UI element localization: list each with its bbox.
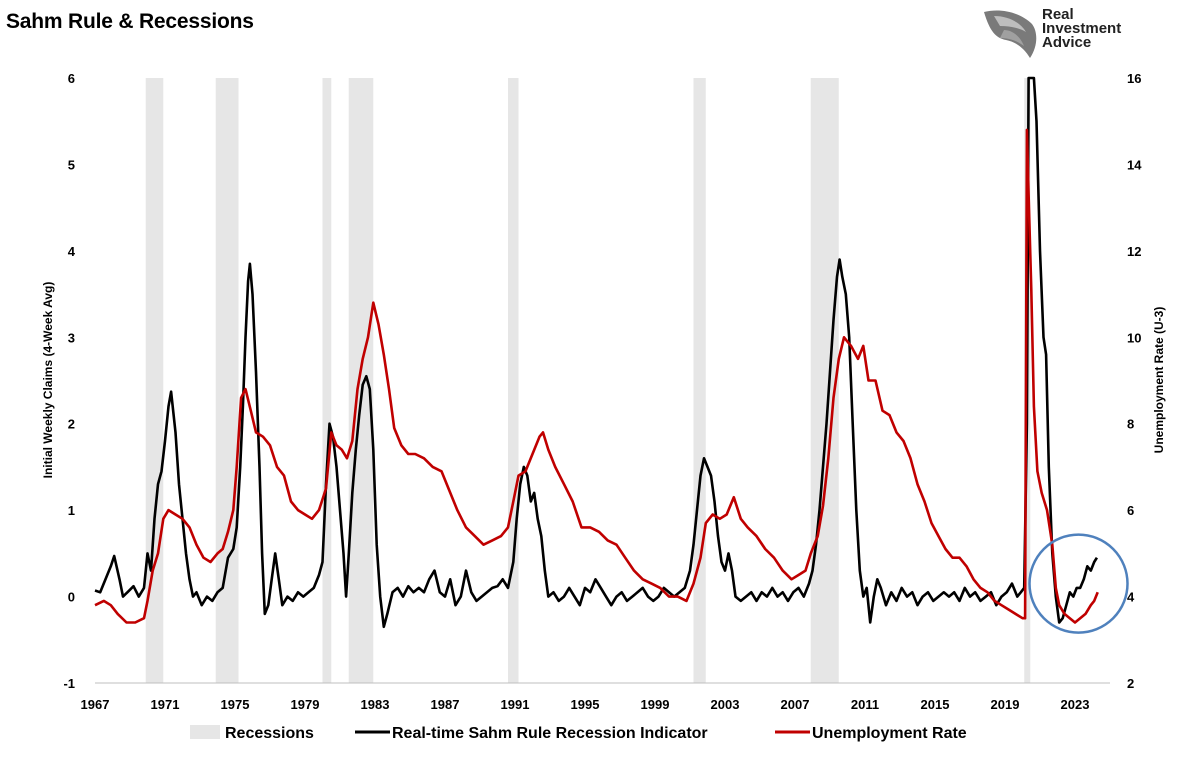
x-tick-label: 2015: [921, 697, 950, 712]
left-axis-title: Initial Weekly Claims (4-Week Avg): [41, 282, 55, 479]
x-axis-ticks: 1967 1971 1975 1979 1983 1987 1991 1995 1999 2003…: [81, 697, 1090, 712]
x-tick-label: 2007: [781, 697, 810, 712]
left-tick-label: 1: [68, 503, 75, 518]
x-tick-label: 1999: [641, 697, 670, 712]
series-line-sahm: [94, 76, 1099, 629]
x-tick-label: 2019: [991, 697, 1020, 712]
x-tick-label: 1979: [291, 697, 320, 712]
recession-band: [810, 78, 839, 683]
x-tick-label: 1995: [571, 697, 600, 712]
x-tick-label: 1987: [431, 697, 460, 712]
left-tick-label: 0: [68, 590, 75, 605]
brand-word: Real: [1042, 6, 1074, 23]
left-tick-label: 3: [68, 330, 75, 345]
x-tick-label: 1967: [81, 697, 110, 712]
right-tick-label: 10: [1127, 330, 1141, 345]
recession-band: [215, 78, 239, 683]
x-tick-label: 2003: [711, 697, 740, 712]
right-tick-label: 16: [1127, 71, 1141, 86]
x-tick-label: 2011: [851, 697, 879, 712]
legend-swatch-recessions: [190, 725, 220, 739]
x-tick-label: 1975: [221, 697, 250, 712]
legend-label-unemployment: Unemployment Rate: [812, 725, 967, 742]
legend: Recessions Real-time Sahm Rule Recession…: [190, 725, 967, 742]
left-tick-label: 2: [68, 417, 75, 432]
x-tick-label: 1971: [151, 697, 180, 712]
left-tick-label: 5: [68, 157, 75, 172]
x-tick-label: 1983: [361, 697, 390, 712]
left-axis-ticks: -1 0 1 2 3 4 5 6: [63, 71, 75, 691]
brand-wordmark: Real Investment Advice: [1042, 6, 1122, 51]
right-tick-label: 2: [1127, 676, 1134, 691]
left-tick-label: 4: [68, 244, 76, 259]
x-tick-label: 1991: [501, 697, 530, 712]
legend-label-sahm: Real-time Sahm Rule Recession Indicator: [392, 725, 708, 742]
legend-label-recessions: Recessions: [225, 725, 314, 742]
recession-band: [348, 78, 374, 683]
right-axis-ticks: 2 4 6 8 10 12 14 16: [1127, 71, 1142, 691]
right-tick-label: 4: [1127, 590, 1135, 605]
chart-title: Sahm Rule & Recessions: [6, 10, 254, 33]
right-tick-label: 8: [1127, 417, 1134, 432]
recession-band: [508, 78, 519, 683]
right-tick-label: 6: [1127, 503, 1134, 518]
right-axis-title: Unemployment Rate (U-3): [1152, 307, 1166, 454]
brand-word: Investment: [1042, 20, 1122, 37]
right-tick-label: 12: [1127, 244, 1141, 259]
recession-band: [693, 78, 706, 683]
recession-band: [145, 78, 164, 683]
brand-word: Advice: [1042, 34, 1092, 51]
series-line-unemployment: [94, 128, 1099, 624]
highlight-circle: [1028, 533, 1129, 634]
series-lines: [94, 76, 1099, 629]
right-tick-label: 14: [1127, 157, 1142, 172]
left-tick-label: 6: [68, 71, 75, 86]
recession-bands: [145, 78, 1031, 683]
eagle-logo-icon: [984, 10, 1037, 58]
recession-band: [322, 78, 332, 683]
left-tick-label: -1: [63, 676, 75, 691]
x-tick-label: 2023: [1061, 697, 1090, 712]
